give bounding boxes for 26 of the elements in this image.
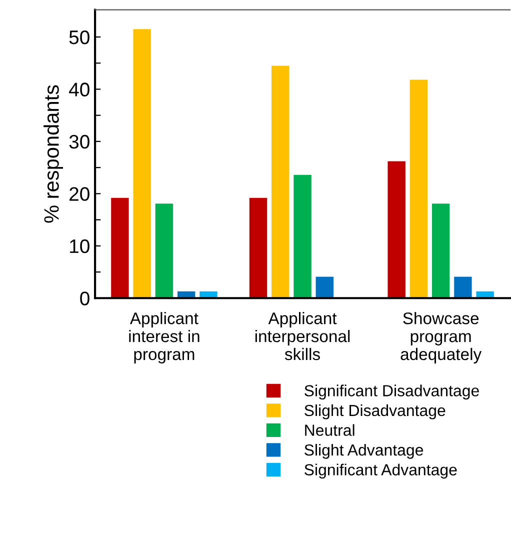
y-tick-label: 10 xyxy=(70,239,90,254)
bar xyxy=(388,161,406,298)
bar xyxy=(316,276,334,298)
y-tick-label: 20 xyxy=(70,187,90,201)
legend-label: Significant Disadvantage xyxy=(304,384,479,400)
bar xyxy=(249,198,268,298)
x-tick-label: Applicant interpersonal skills xyxy=(255,312,350,360)
bar xyxy=(111,198,129,298)
x-tick-label: Applicant interest in program xyxy=(129,312,200,364)
x-tick-label: Showcase program adequately xyxy=(400,312,482,364)
y-tick-label: 50 xyxy=(69,30,90,44)
bar xyxy=(432,204,450,298)
bar xyxy=(294,174,312,298)
bar xyxy=(133,29,151,298)
legend-label: Neutral xyxy=(305,424,354,436)
y-axis-title: % respondants xyxy=(44,85,64,223)
bar xyxy=(410,80,428,298)
y-tick-label: 30 xyxy=(69,134,90,149)
legend-label: Slight Advantage xyxy=(304,444,424,459)
y-tick-label: 0 xyxy=(80,292,90,306)
y-tick-label: 40 xyxy=(69,82,90,96)
bar xyxy=(454,276,472,298)
bar xyxy=(155,204,174,298)
bar xyxy=(272,66,290,298)
legend-label: Significant Advantage xyxy=(304,464,457,479)
legend-label: Slight Disadvantage xyxy=(304,404,446,420)
